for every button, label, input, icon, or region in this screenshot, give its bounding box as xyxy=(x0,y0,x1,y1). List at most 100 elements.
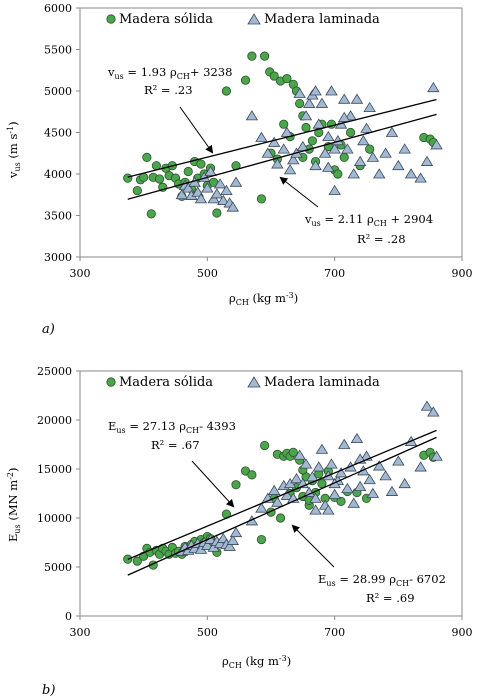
point-solid xyxy=(123,173,133,183)
point-laminated xyxy=(363,101,376,112)
point-laminated xyxy=(271,496,284,507)
point-laminated xyxy=(385,485,399,496)
point-laminated xyxy=(420,155,434,166)
legend-label-solid: Madera sólida xyxy=(119,12,213,27)
point-solid xyxy=(301,122,311,133)
point-laminated xyxy=(315,97,329,108)
point-laminated xyxy=(302,97,316,108)
arrow-a-2 xyxy=(279,176,319,208)
point-laminated xyxy=(366,487,380,498)
y-tick-label: 5000 xyxy=(44,561,72,574)
y-tick-label: 20000 xyxy=(37,414,72,427)
y-tick-label: 3500 xyxy=(44,210,72,223)
y-tick-label: 6000 xyxy=(44,2,72,15)
annotation-a-1: vus = 1.93 ρCH+ 3238 R² = .23 xyxy=(107,65,232,154)
y-tick-label: 4500 xyxy=(44,127,72,140)
point-laminated xyxy=(261,147,275,158)
point-laminated xyxy=(293,87,306,98)
y-tick-label: 15000 xyxy=(37,463,72,476)
point-laminated xyxy=(427,81,440,93)
arrow-a-1 xyxy=(179,106,214,154)
trendline-1 xyxy=(127,98,437,178)
chart-b: 0 5000 10000 15000 20000 25000 300 500 700 900 M… xyxy=(6,365,473,698)
chart-a: 3000 3500 4000 4500 5000 5500 6000 300 500 700 90… xyxy=(6,2,473,337)
equation-b-2: Eus = 28.99 ρCH- 6702 xyxy=(318,572,446,588)
x-tick-label: 300 xyxy=(70,267,91,280)
point-laminated xyxy=(312,118,325,129)
point-laminated xyxy=(220,184,233,196)
y-axis-label-b: Eus (MN m-2) xyxy=(6,467,22,542)
point-laminated xyxy=(350,432,364,444)
point-laminated xyxy=(309,504,322,515)
x-tick-label: 900 xyxy=(452,267,473,280)
point-laminated xyxy=(267,136,281,147)
equation-b-1: Eus = 27.13 ρCH- 4393 xyxy=(108,419,236,435)
y-tick-label: 0 xyxy=(65,610,72,623)
point-laminated xyxy=(299,458,313,469)
y-tick-label: 25000 xyxy=(37,365,72,378)
point-laminated xyxy=(277,143,290,154)
point-laminated xyxy=(201,182,214,193)
point-laminated xyxy=(226,534,240,545)
x-tick-label: 900 xyxy=(452,626,473,639)
point-laminated xyxy=(280,489,294,500)
point-laminated xyxy=(312,461,325,472)
point-laminated xyxy=(290,473,303,484)
point-laminated xyxy=(334,467,348,478)
y-tick-label: 3000 xyxy=(44,251,72,264)
x-tick-label: 500 xyxy=(197,267,218,280)
point-laminated xyxy=(341,143,354,154)
point-laminated xyxy=(350,93,364,104)
point-laminated xyxy=(229,176,243,187)
point-laminated xyxy=(379,470,392,481)
point-solid xyxy=(269,71,279,81)
trendlines-a xyxy=(127,98,437,200)
trendline-1 xyxy=(127,429,437,560)
point-laminated xyxy=(267,484,281,495)
arrow-b-1 xyxy=(191,460,235,508)
point-laminated xyxy=(210,188,224,199)
legend-b: Madera sólida Madera laminada xyxy=(106,375,380,390)
point-laminated xyxy=(338,438,351,449)
point-solid xyxy=(260,440,270,451)
panel-label-b: b) xyxy=(42,683,55,698)
point-solid xyxy=(333,169,343,179)
point-solid xyxy=(279,119,289,129)
point-solid xyxy=(221,86,232,96)
point-laminated xyxy=(283,164,297,175)
point-laminated xyxy=(287,154,300,165)
y-tick-label: 10000 xyxy=(37,512,72,525)
y-ticks-a: 3000 3500 4000 4500 5000 5500 6000 xyxy=(44,2,80,264)
point-laminated xyxy=(344,110,357,121)
r2-b-1: R² = .67 xyxy=(151,438,200,452)
point-solid xyxy=(154,174,165,184)
point-laminated xyxy=(404,168,418,179)
point-laminated xyxy=(201,539,214,550)
point-laminated xyxy=(306,471,319,482)
point-laminated xyxy=(328,488,341,499)
point-laminated xyxy=(245,110,259,121)
point-laminated xyxy=(363,474,376,485)
point-solid xyxy=(142,152,152,162)
y-ticks-b: 0 5000 10000 15000 20000 25000 xyxy=(37,365,80,623)
point-laminated xyxy=(360,122,373,133)
point-laminated xyxy=(322,130,335,142)
y-axis-label-a: vus (m s-1) xyxy=(6,121,22,179)
point-laminated xyxy=(373,460,386,471)
r2-a-1: R² = .23 xyxy=(144,83,193,97)
point-laminated xyxy=(204,165,217,176)
point-laminated xyxy=(229,526,243,538)
point-laminated xyxy=(392,159,405,171)
point-solid xyxy=(288,447,298,457)
y-tick-label: 4000 xyxy=(44,168,72,181)
point-solid xyxy=(256,534,267,545)
panel-label-a: a) xyxy=(42,322,55,337)
plot-frame-b xyxy=(79,370,463,617)
point-laminated xyxy=(175,188,189,200)
x-tick-label: 300 xyxy=(70,626,91,639)
point-laminated xyxy=(353,480,367,492)
point-laminated xyxy=(420,400,434,411)
legend-label-laminated: Madera laminada xyxy=(264,12,380,27)
trendlines-b xyxy=(127,429,437,576)
point-laminated xyxy=(427,406,440,417)
